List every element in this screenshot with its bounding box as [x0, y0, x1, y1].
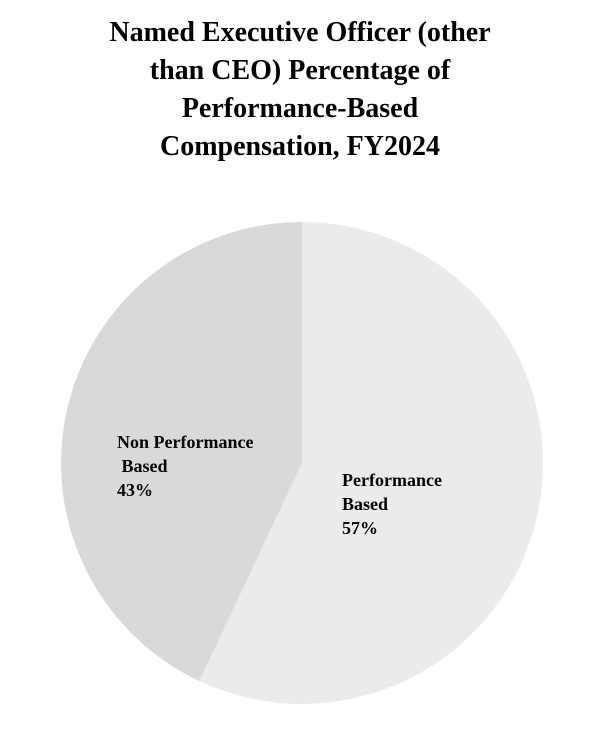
- pie-slice-non-performance-based: [61, 222, 302, 682]
- chart-title: Named Executive Officer (other than CEO)…: [109, 17, 491, 162]
- pie-slice-performance-based: [199, 222, 543, 704]
- slice-label-performance-based: Performance Based 57%: [342, 470, 442, 538]
- slice-label-non-performance-based: Non Performance Based 43%: [117, 432, 254, 500]
- pie-chart-area: [61, 222, 543, 704]
- pie-chart: [61, 222, 543, 704]
